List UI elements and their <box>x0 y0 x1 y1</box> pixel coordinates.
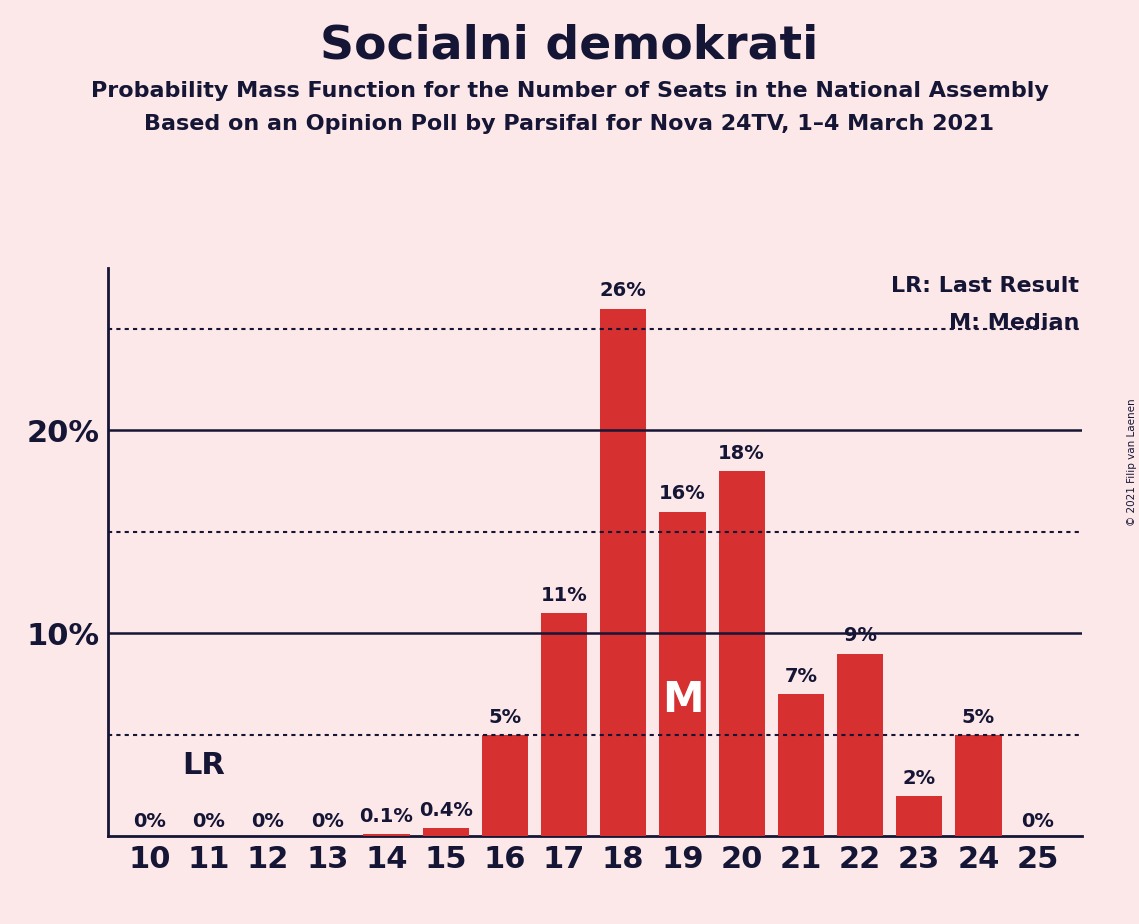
Text: 9%: 9% <box>844 626 877 646</box>
Bar <box>837 653 883 836</box>
Text: 0%: 0% <box>1022 812 1054 832</box>
Text: 16%: 16% <box>659 484 706 504</box>
Bar <box>600 309 646 836</box>
Text: M: M <box>662 679 703 721</box>
Text: M: Median: M: Median <box>949 312 1079 333</box>
Bar <box>659 512 705 836</box>
Text: 26%: 26% <box>600 282 647 300</box>
Text: Probability Mass Function for the Number of Seats in the National Assembly: Probability Mass Function for the Number… <box>91 81 1048 102</box>
Bar <box>778 694 823 836</box>
Text: 0%: 0% <box>252 812 285 832</box>
Text: LR: Last Result: LR: Last Result <box>891 276 1079 296</box>
Bar <box>719 471 764 836</box>
Bar <box>363 834 410 836</box>
Text: Socialni demokrati: Socialni demokrati <box>320 23 819 68</box>
Text: © 2021 Filip van Laenen: © 2021 Filip van Laenen <box>1126 398 1137 526</box>
Bar <box>896 796 942 836</box>
Text: 7%: 7% <box>785 667 818 686</box>
Text: 5%: 5% <box>489 708 522 726</box>
Bar <box>482 735 528 836</box>
Bar <box>541 613 587 836</box>
Text: 0.4%: 0.4% <box>419 801 473 820</box>
Text: 2%: 2% <box>903 769 936 787</box>
Text: 11%: 11% <box>541 586 588 605</box>
Text: 0%: 0% <box>192 812 226 832</box>
Text: 0%: 0% <box>133 812 166 832</box>
Bar <box>423 828 469 836</box>
Text: 0%: 0% <box>311 812 344 832</box>
Text: Based on an Opinion Poll by Parsifal for Nova 24TV, 1–4 March 2021: Based on an Opinion Poll by Parsifal for… <box>145 114 994 134</box>
Text: 5%: 5% <box>962 708 995 726</box>
Text: LR: LR <box>182 750 226 780</box>
Text: 0.1%: 0.1% <box>360 807 413 826</box>
Text: 18%: 18% <box>719 444 765 463</box>
Bar <box>956 735 1001 836</box>
